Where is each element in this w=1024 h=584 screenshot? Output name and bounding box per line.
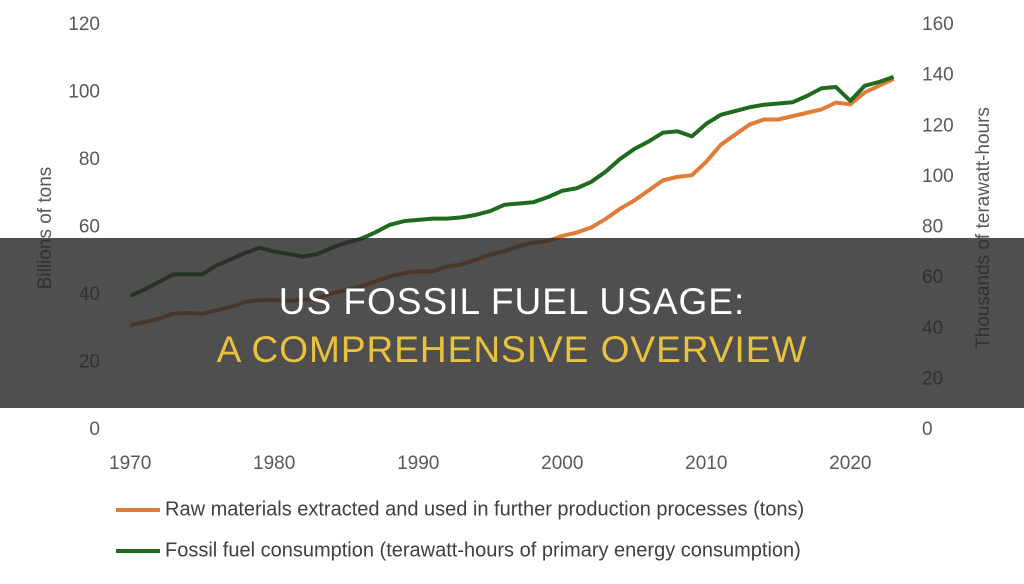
banner-title: US FOSSIL FUEL USAGE:: [279, 281, 745, 322]
y2-tick-label: 160: [922, 14, 954, 35]
x-tick-label: 1980: [253, 453, 295, 474]
y-tick-label: 100: [68, 82, 100, 103]
y-tick-label: 60: [79, 217, 100, 238]
x-tick-label: 2000: [541, 453, 583, 474]
x-tick-label: 2020: [829, 453, 871, 474]
legend-label: Raw materials extracted and used in furt…: [165, 498, 804, 520]
banner-subtitle: A COMPREHENSIVE OVERVIEW: [217, 329, 808, 370]
y2-tick-label: 120: [922, 115, 954, 136]
y2-tick-label: 140: [922, 65, 954, 86]
x-tick-label: 1970: [109, 453, 151, 474]
y-tick-label: 120: [68, 14, 100, 35]
y-tick-label: 80: [79, 149, 100, 170]
banner-background: [0, 238, 1024, 408]
legend-label: Fossil fuel consumption (terawatt-hours …: [165, 539, 801, 561]
y2-tick-label: 80: [922, 217, 943, 238]
x-tick-label: 1990: [397, 453, 439, 474]
y2-tick-label: 100: [922, 166, 954, 187]
y-tick-label: 0: [89, 419, 100, 440]
x-tick-label: 2010: [685, 453, 727, 474]
y2-tick-label: 0: [922, 419, 933, 440]
